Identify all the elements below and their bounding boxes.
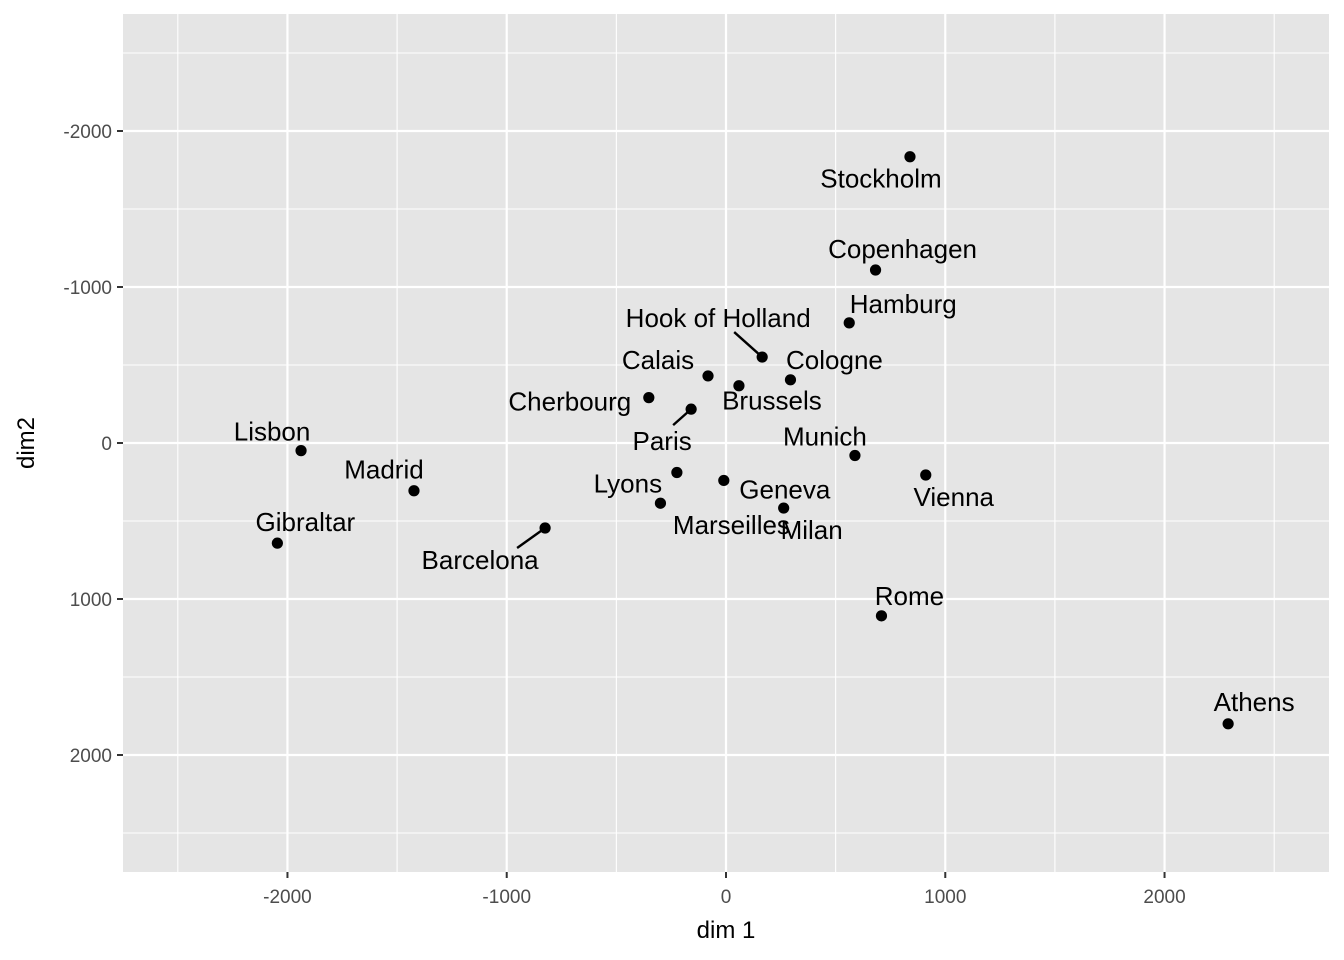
data-point-lisbon <box>295 445 307 457</box>
major-gridlines <box>123 14 1329 872</box>
leader-line-barcelona <box>516 527 546 549</box>
point-label-lyons: Lyons <box>594 468 662 498</box>
y-tick-label: -2000 <box>63 122 112 143</box>
x-tick-label: 2000 <box>1143 887 1185 908</box>
y-tick-label: 0 <box>101 434 112 455</box>
data-point-calais <box>702 370 714 382</box>
data-point-hamburg <box>843 317 855 329</box>
point-label-cherbourg: Cherbourg <box>508 387 631 417</box>
data-point-stockholm <box>904 151 916 163</box>
point-label-cologne: Cologne <box>786 345 883 375</box>
point-label-munich: Munich <box>783 421 867 451</box>
data-point-gibraltar <box>271 537 283 549</box>
data-point-brussels <box>733 380 745 392</box>
data-point-lyons <box>671 466 683 479</box>
data-point-cherbourg <box>643 392 655 404</box>
y-tick-label: 1000 <box>70 590 112 611</box>
data-point-geneva <box>718 474 730 487</box>
point-labels: Athens Barcelona Brussels Calais Cherbourg Co… <box>234 164 1295 717</box>
y-tick-label: 2000 <box>70 746 112 767</box>
point-label-gibraltar: Gibraltar <box>256 507 356 537</box>
data-point-madrid <box>408 485 420 497</box>
point-label-hamburg: Hamburg <box>850 289 957 319</box>
y-tick-label: -1000 <box>63 278 112 299</box>
point-label-lisbon: Lisbon <box>234 417 311 447</box>
x-tick-label: 1000 <box>924 887 966 908</box>
point-label-calais: Calais <box>622 345 694 375</box>
x-tick-labels: -2000 -1000 0 1000 2000 <box>263 887 1186 908</box>
x-tick-label: -2000 <box>263 887 312 908</box>
data-point-barcelona <box>539 522 551 534</box>
point-label-marseilles: Marseilles <box>673 510 790 540</box>
x-axis-title: dim 1 <box>697 917 756 944</box>
point-label-milan: Milan <box>781 515 843 545</box>
axis-ticks <box>117 130 1166 878</box>
data-point-rome <box>875 610 888 622</box>
x-tick-label: -1000 <box>482 887 531 908</box>
y-axis-title: dim2 <box>13 417 40 469</box>
data-point-copenhagen <box>869 264 882 276</box>
point-label-athens: Athens <box>1214 687 1295 717</box>
data-point-hook-of-holland <box>756 351 768 363</box>
point-label-hook-of-holland: Hook of Holland <box>626 303 811 333</box>
point-label-paris: Paris <box>633 426 692 456</box>
y-tick-labels: -2000 -1000 0 1000 2000 <box>63 122 112 767</box>
data-point-milan <box>778 502 790 514</box>
point-label-geneva: Geneva <box>739 474 831 504</box>
data-point-cologne <box>784 374 797 386</box>
point-label-madrid: Madrid <box>344 455 423 485</box>
data-point-vienna <box>920 469 932 481</box>
data-point-marseilles <box>654 497 667 509</box>
x-tick-label: 0 <box>721 887 732 908</box>
data-points <box>271 151 1234 730</box>
data-point-paris <box>685 403 697 415</box>
point-label-vienna: Vienna <box>914 482 995 512</box>
point-label-stockholm: Stockholm <box>820 164 941 194</box>
point-label-copenhagen: Copenhagen <box>828 234 977 264</box>
point-label-barcelona: Barcelona <box>422 545 540 575</box>
data-point-athens <box>1222 718 1234 730</box>
point-label-rome: Rome <box>875 581 944 611</box>
leader-line-hook-of-holland <box>733 331 763 358</box>
point-label-brussels: Brussels <box>722 386 822 416</box>
data-point-munich <box>849 449 861 462</box>
